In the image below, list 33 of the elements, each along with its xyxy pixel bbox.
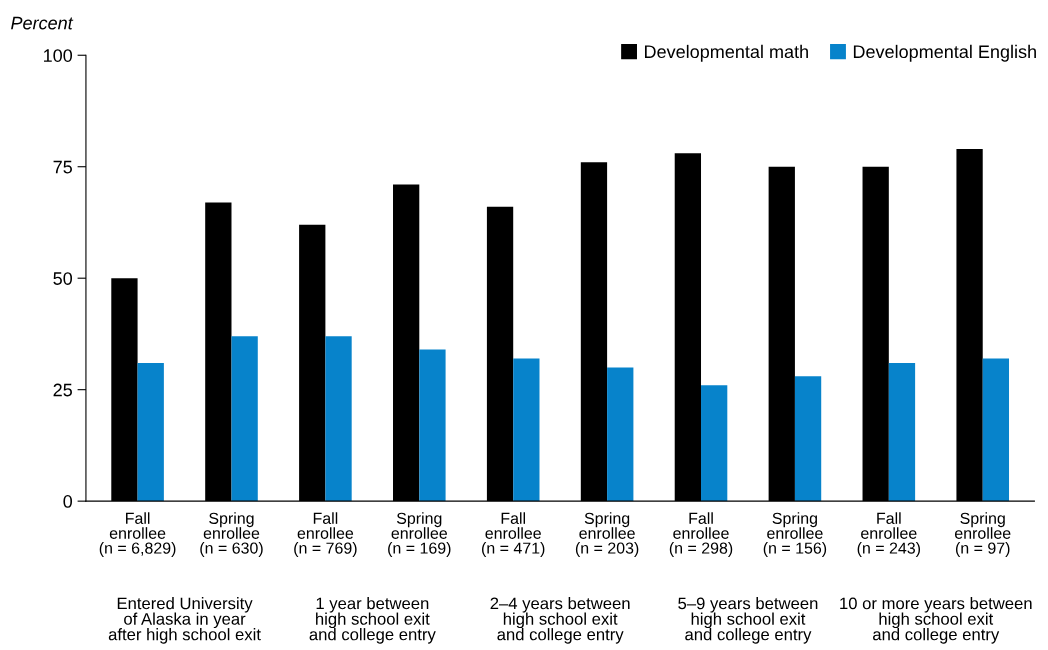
bar [137, 362, 164, 502]
x-tick-label: Fall enrollee (n = 6,829) [99, 512, 176, 557]
text: 10 or more years between high school exit and college entry [840, 597, 1032, 644]
bar [231, 336, 258, 502]
bar [607, 367, 634, 502]
bar [419, 349, 446, 502]
x-tick-label: Spring enrollee (n = 630) [200, 512, 263, 557]
legend-label: Developmental math [645, 44, 808, 62]
x-tick-label: Spring enrollee (n = 156) [763, 512, 827, 557]
text: 2–4 years between high school exit and college entry [490, 597, 630, 644]
x-tick-label: Spring enrollee (n = 203) [575, 512, 639, 557]
x-tick-label: Fall enrollee (n = 243) [857, 512, 921, 557]
bar [888, 362, 916, 502]
bar [325, 336, 352, 502]
legend-label: Developmental English [853, 44, 1036, 62]
y-tick-label: 0 [63, 495, 73, 508]
bar [513, 358, 540, 502]
bar [982, 358, 1010, 502]
y-tick-label: 75 [53, 160, 72, 174]
x-tick-label: Fall enrollee (n = 471) [482, 512, 545, 557]
x-tick-label: Fall enrollee (n = 298) [669, 512, 733, 557]
text: 1 year between high school exit and college entry [309, 597, 436, 644]
x-tick-label: Spring enrollee (n = 97) [954, 512, 1011, 557]
text: Entered University of Alaska in year after high school exit [108, 597, 261, 644]
text: 5–9 years between high school exit and college entry [678, 597, 818, 644]
x-tick-label: Spring enrollee (n = 169) [388, 512, 451, 557]
y-tick-label: 50 [53, 272, 73, 285]
y-axis-title: Percent [11, 16, 74, 30]
y-tick-label: 100 [44, 49, 73, 62]
bar [701, 385, 728, 502]
bar [794, 376, 822, 502]
y-tick-label: 25 [53, 383, 72, 397]
x-tick-label: Fall enrollee (n = 769) [294, 512, 357, 557]
